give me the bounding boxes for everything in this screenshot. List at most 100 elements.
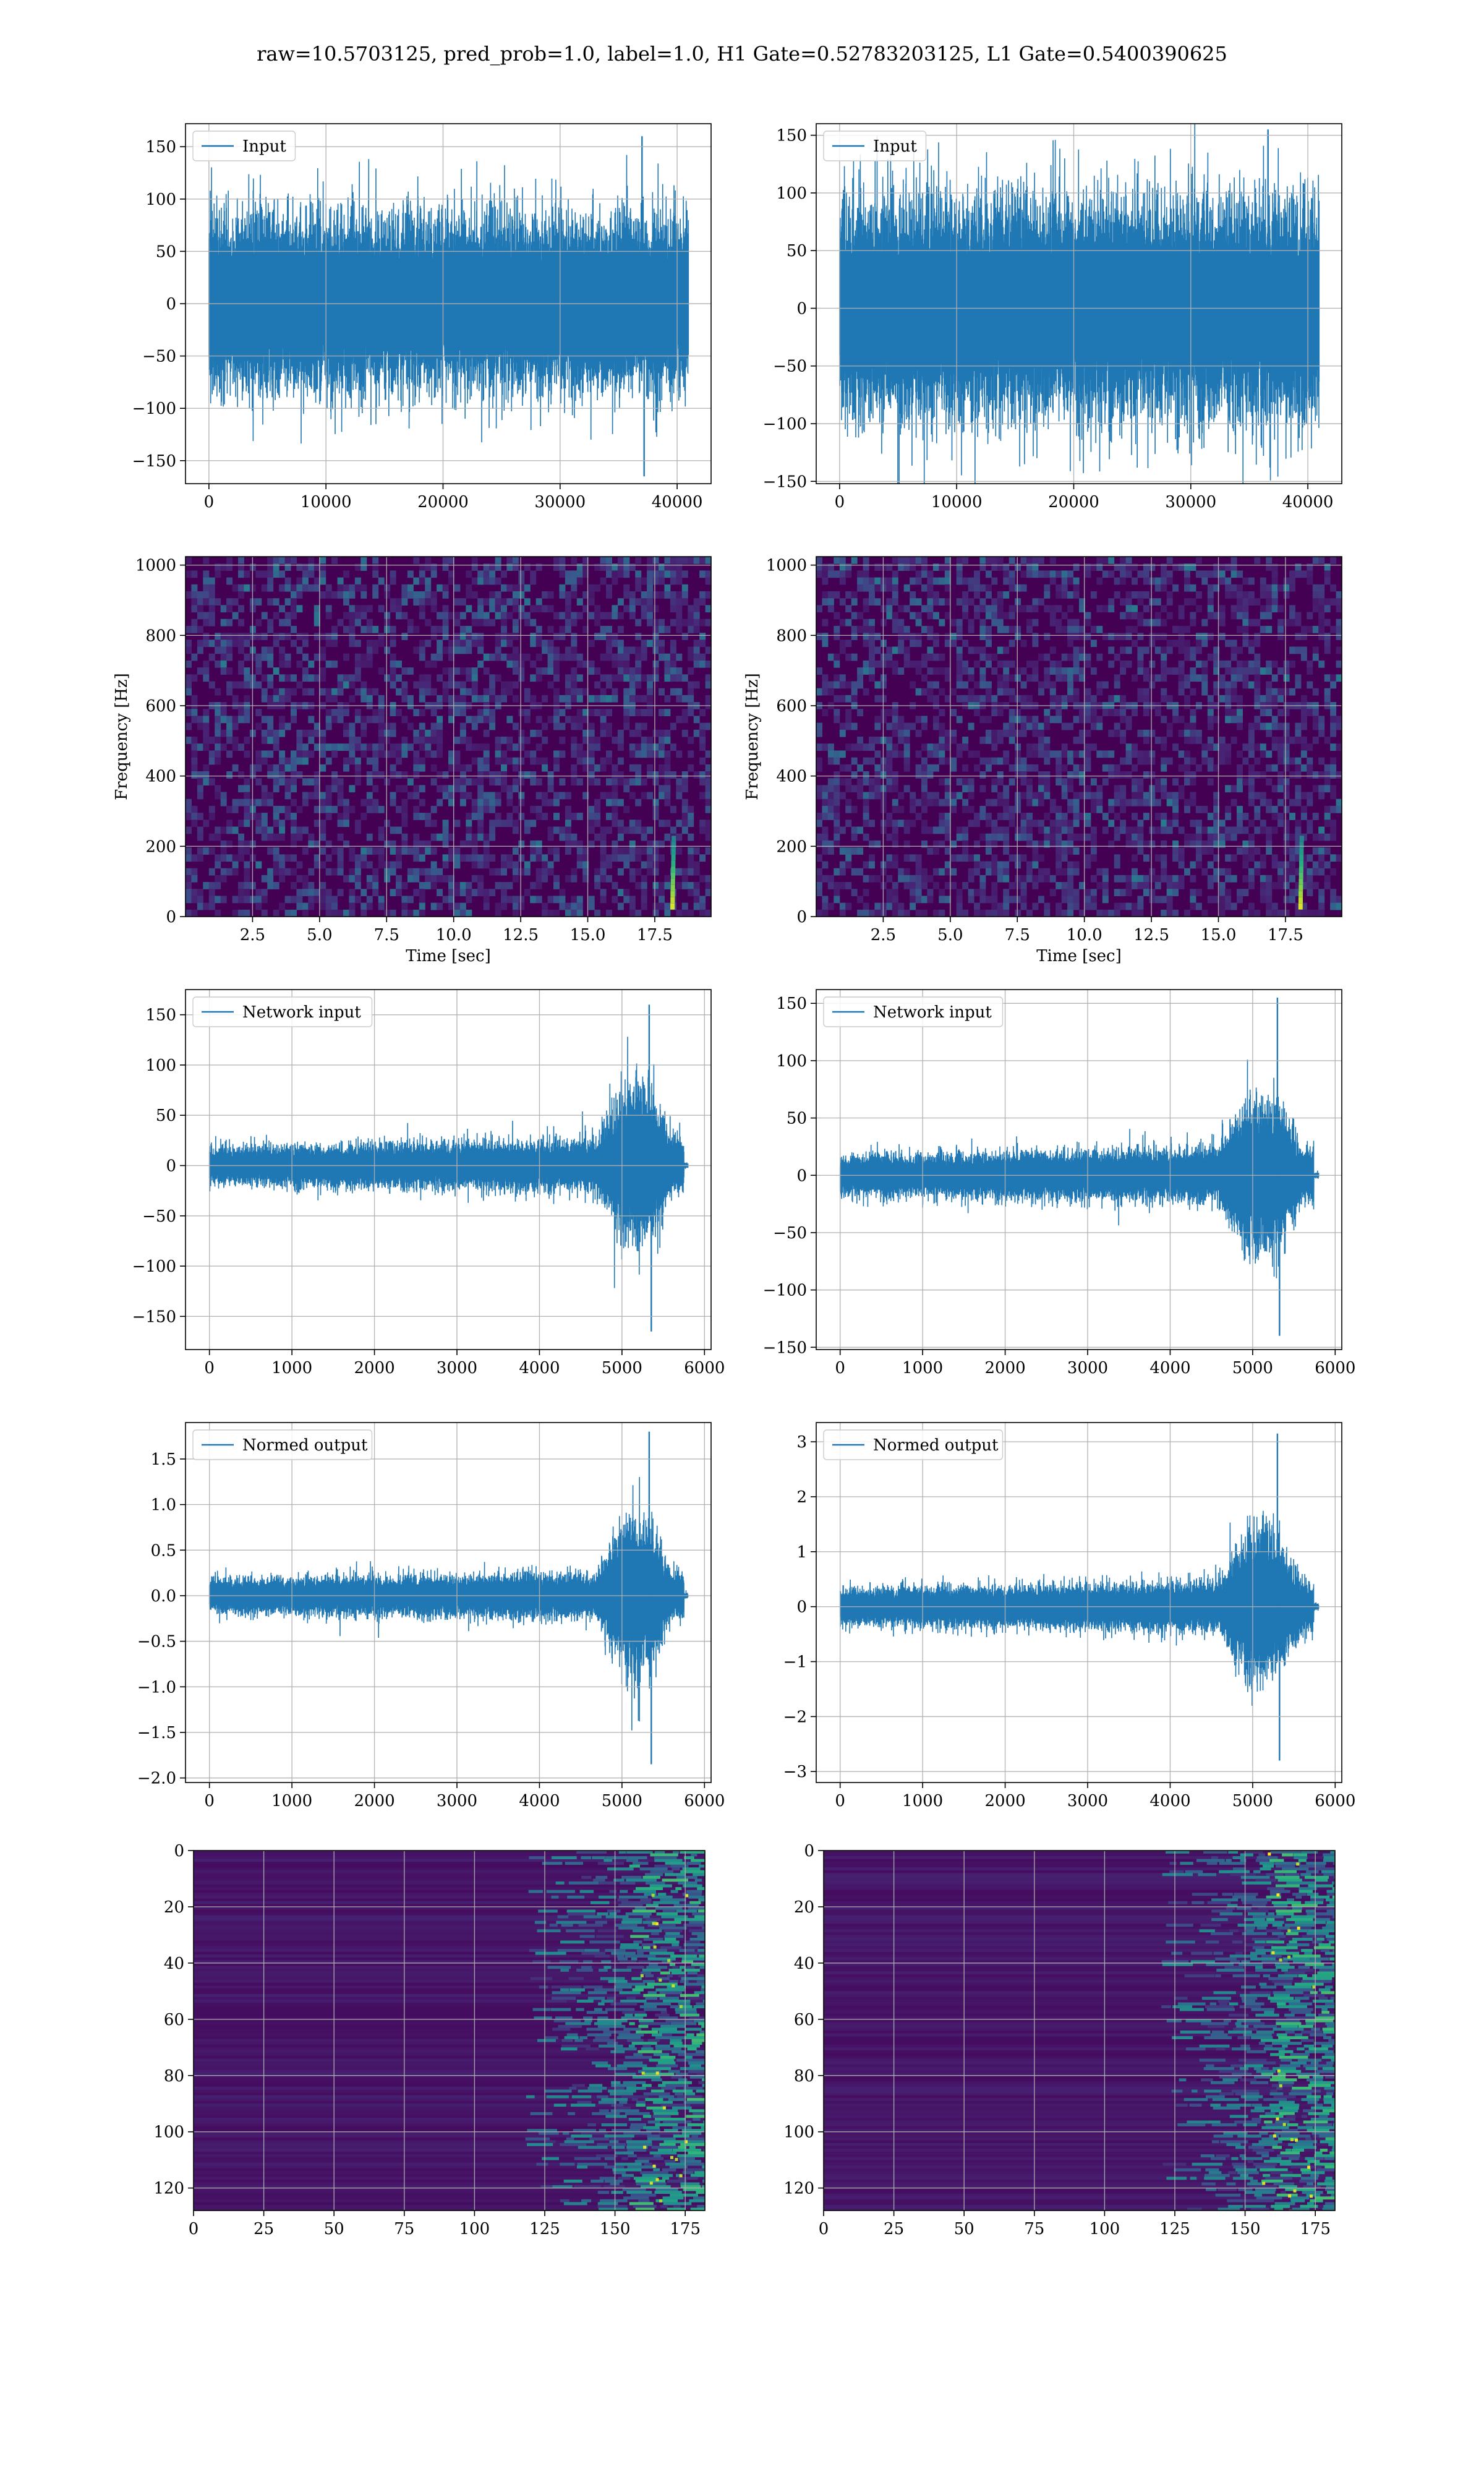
heatmap-cell [186,660,192,668]
heatmap-cell [676,653,683,661]
heatmap-cell [612,612,618,620]
heatmap-cell [1295,612,1302,620]
heatmap-cell [997,709,1004,716]
heatmap-cell [1213,681,1220,689]
heatmap-cell [337,577,344,585]
heatmap-cell [822,826,829,834]
heatmap-cell [1149,896,1156,904]
heatmap-cell [291,896,297,904]
heatmap-cell [1125,743,1132,751]
heatmap-cell [1213,716,1220,724]
heatmap-cell [232,695,239,703]
heatmap-cell [1248,882,1255,889]
heatmap-cell [1114,709,1120,716]
heatmap-cell [524,716,531,724]
heatmap-cell [454,646,461,654]
heatmap-cell [1038,868,1044,876]
heatmap-cell [466,688,472,696]
heatmap-cell [688,882,694,889]
heatmap-cell [652,625,659,633]
heatmap-cell [220,840,227,848]
heatmap-cell [1067,820,1074,828]
heatmap-cell [659,889,665,896]
heatmap-cell [1260,577,1266,585]
heatmap-cell [582,557,589,564]
heatmap-cell [1172,805,1179,813]
heatmap-cell [1271,854,1278,862]
heatmap-cell [688,667,694,675]
heatmap-cell [483,688,490,696]
heatmap-cell [635,618,642,627]
heatmap-cell [997,660,1004,668]
heatmap-cell [606,633,612,640]
heatmap-cell [892,625,898,633]
heatmap-cell [489,792,496,800]
heatmap-cell [1161,868,1167,876]
heatmap-cell [834,792,840,800]
heatmap-cell [1003,798,1010,807]
heatmap-cell [372,563,379,571]
heatmap-cell [191,598,198,606]
heatmap-cell [477,709,484,716]
heatmap-cell [903,660,910,668]
heatmap-cell [1254,557,1261,564]
heatmap-cell [921,882,927,889]
heatmap-cell [676,882,683,889]
heatmap-cell [1143,577,1149,585]
heatmap-cell [390,722,396,730]
heatmap-cell [664,591,671,599]
heatmap-cell [291,833,297,841]
heatmap-cell [390,660,396,668]
heatmap-cell [588,598,595,606]
heatmap-cell [1090,854,1097,862]
heatmap-cell [915,716,922,724]
heatmap-cell [827,570,834,578]
heatmap-cell [857,584,864,592]
heatmap-cell [915,896,922,904]
heatmap-cell [1067,771,1074,779]
heatmap-cell [279,605,286,613]
heatmap-cell [425,847,432,855]
heatmap-cell [944,833,951,841]
heatmap-cell [372,570,379,578]
y-tick-label: 600 [776,697,807,716]
heatmap-cell [635,909,642,917]
heatmap-cell [997,833,1004,841]
heatmap-cell [1324,570,1331,578]
heatmap-cell [191,868,198,876]
heatmap-cell [1260,889,1266,896]
heatmap-cell [1085,743,1091,751]
heatmap-cell [1237,660,1243,668]
heatmap-cell [1079,764,1085,772]
heatmap-cell [1324,577,1331,585]
heatmap-cell [553,695,560,703]
heatmap-cell [197,743,203,751]
heatmap-cell [279,902,286,910]
chirp-mark [670,897,675,904]
heatmap-cell [401,695,408,703]
heatmap-cell [337,618,344,627]
heatmap-cell [594,605,601,613]
heatmap-cell [390,667,396,675]
heatmap-cell [518,854,525,862]
heatmap-cell [1207,584,1214,592]
heatmap-cell [244,868,250,876]
heatmap-cell [927,570,934,578]
plot-area [208,1004,689,1332]
heatmap-cell [483,854,490,862]
heatmap-cell [1207,813,1214,820]
heatmap-cell [822,909,829,917]
heatmap-cell [1195,840,1202,848]
heatmap-cell [273,570,279,578]
heatmap-cell [1195,605,1202,613]
heatmap-cell [874,598,881,606]
subplot-h1-spectrogram: 2.5 5.0 7.5 10.0 12.5 15.0 17.5020040060080010… [113,556,712,965]
heatmap-cell [1132,674,1138,682]
heatmap-cell [997,909,1004,917]
heatmap-cell [892,660,898,668]
heatmap-cell [985,584,992,592]
heatmap-cell [705,771,711,779]
heatmap-cell [1184,653,1190,661]
heatmap-cell [1242,757,1249,765]
heatmap-cell [1207,833,1214,841]
